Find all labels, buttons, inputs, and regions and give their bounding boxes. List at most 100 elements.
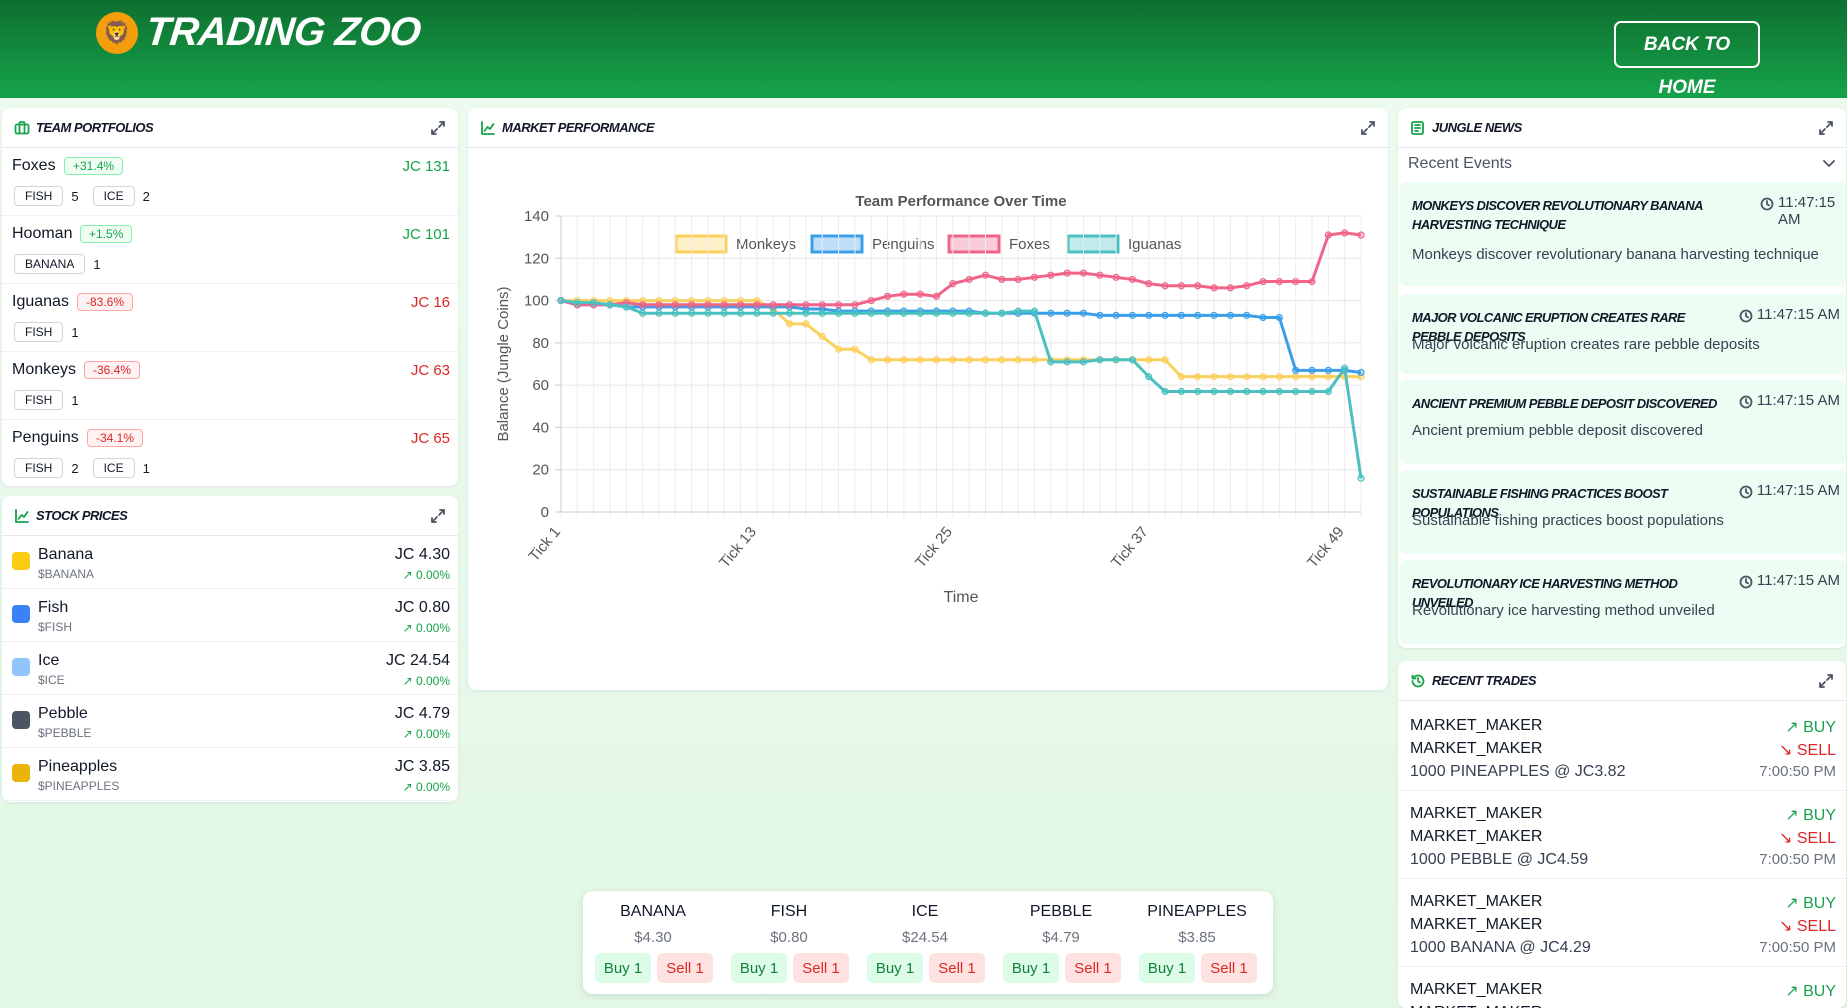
pct-change-badge: -34.1% bbox=[87, 429, 144, 447]
data-point-foxes bbox=[932, 292, 941, 300]
buy-button[interactable]: Buy 1 bbox=[1003, 953, 1059, 983]
buy-button[interactable]: Buy 1 bbox=[867, 953, 923, 983]
recent-trades-panel: RECENT TRADES MARKET_MAKER MARKET_MAKER 10… bbox=[1398, 661, 1846, 1008]
chart-line-icon bbox=[15, 509, 29, 523]
data-point-iguanas bbox=[1275, 387, 1283, 396]
back-to-home-button[interactable]: BACK TO HOME bbox=[1614, 21, 1760, 98]
team-name: Penguins bbox=[12, 429, 79, 446]
news-card[interactable]: MAJOR VOLCANIC ERUPTION CREATES RARE PEB… bbox=[1400, 294, 1846, 374]
news-filter-label: Recent Events bbox=[1408, 155, 1513, 172]
holdings-list: FISH 2 ICE 1 bbox=[14, 458, 156, 478]
data-point-monkeys bbox=[1243, 373, 1251, 381]
data-point-iguanas bbox=[932, 309, 941, 317]
ticker-symbol: FISH bbox=[770, 903, 808, 920]
data-point-foxes bbox=[688, 301, 696, 309]
expand-icon[interactable] bbox=[430, 508, 446, 524]
team-portfolios-panel: TEAM PORTFOLIOS Foxes +31.4% JC 131 FISH 5 IC… bbox=[2, 108, 458, 488]
y-tick-label: 80 bbox=[532, 335, 549, 352]
sell-button[interactable]: Sell 1 bbox=[929, 953, 985, 983]
data-point-monkeys bbox=[1145, 356, 1153, 364]
expand-icon[interactable] bbox=[430, 120, 446, 136]
buy-button[interactable]: Buy 1 bbox=[1139, 953, 1195, 983]
pct-change-badge: +1.5% bbox=[80, 225, 133, 243]
data-point-monkeys bbox=[802, 320, 810, 328]
stock-row[interactable]: Pineapples $PINEAPPLES JC 3.85 ↗ 0.00% bbox=[2, 748, 458, 801]
news-headline: ANCIENT PREMIUM PEBBLE DEPOSIT DISCOVERE… bbox=[1412, 396, 1717, 411]
sell-button[interactable]: Sell 1 bbox=[1201, 953, 1257, 983]
trade-buy-label: ↗ BUY bbox=[1785, 895, 1836, 912]
data-point-foxes bbox=[753, 301, 761, 309]
panel-header: TEAM PORTFOLIOS bbox=[2, 108, 458, 148]
holding-qty: 1 bbox=[71, 392, 79, 408]
sell-button[interactable]: Sell 1 bbox=[657, 953, 713, 983]
data-point-foxes bbox=[785, 301, 794, 309]
y-tick-label: 100 bbox=[524, 293, 549, 310]
trade-sell-label: ↘ SELL bbox=[1779, 742, 1836, 759]
data-point-foxes bbox=[720, 301, 728, 309]
banana-icon bbox=[12, 552, 30, 570]
data-point-monkeys bbox=[965, 356, 973, 364]
ticker-price: $24.54 bbox=[902, 929, 948, 946]
data-point-penguins bbox=[1226, 311, 1234, 319]
team-balance: JC 65 bbox=[410, 430, 450, 447]
expand-icon[interactable] bbox=[1818, 120, 1834, 136]
y-tick-label: 40 bbox=[532, 419, 549, 436]
data-point-foxes bbox=[1145, 280, 1153, 288]
data-point-monkeys bbox=[1210, 373, 1218, 381]
data-point-foxes bbox=[1161, 282, 1169, 290]
trade-row[interactable]: MARKET_MAKER MARKET_MAKER ↗ BUY ↘ SELL bbox=[1398, 969, 1846, 1008]
trade-buyer: MARKET_MAKER bbox=[1410, 805, 1543, 822]
news-card[interactable]: ANCIENT PREMIUM PEBBLE DEPOSIT DISCOVERE… bbox=[1400, 380, 1846, 464]
data-point-foxes bbox=[769, 301, 777, 309]
trade-seller: MARKET_MAKER bbox=[1410, 916, 1543, 933]
stock-row[interactable]: Pebble $PEBBLE JC 4.79 ↗ 0.00% bbox=[2, 695, 458, 748]
team-row[interactable]: Iguanas -83.6% JC 16 FISH 1 bbox=[2, 284, 458, 352]
data-point-iguanas bbox=[573, 299, 581, 307]
data-point-monkeys bbox=[932, 356, 941, 364]
news-card[interactable]: MONKEYS DISCOVER REVOLUTIONARY BANANA HA… bbox=[1400, 182, 1846, 286]
data-point-foxes bbox=[1275, 277, 1283, 286]
stock-row[interactable]: Fish $FISH JC 0.80 ↗ 0.00% bbox=[2, 589, 458, 642]
stock-change: ↗ 0.00% bbox=[402, 621, 450, 635]
expand-icon[interactable] bbox=[1360, 120, 1376, 136]
newspaper-icon bbox=[1411, 121, 1424, 135]
holding-qty: 1 bbox=[142, 460, 150, 476]
team-row[interactable]: Monkeys -36.4% JC 63 FISH 1 bbox=[2, 352, 458, 420]
data-point-monkeys bbox=[818, 332, 826, 341]
buy-button[interactable]: Buy 1 bbox=[595, 953, 651, 983]
news-headline: MAJOR VOLCANIC ERUPTION CREATES RARE PEB… bbox=[1412, 310, 1685, 344]
expand-icon[interactable] bbox=[1818, 673, 1834, 689]
app-title: TRADING ZOO bbox=[143, 10, 423, 54]
pineapple-icon bbox=[12, 764, 30, 782]
data-point-iguanas bbox=[802, 309, 810, 317]
clock-icon bbox=[1739, 309, 1753, 323]
team-row[interactable]: Penguins -34.1% JC 65 FISH 2 ICE 1 bbox=[2, 420, 458, 488]
data-point-foxes bbox=[1308, 277, 1316, 286]
news-card[interactable]: REVOLUTIONARY ICE HARVESTING METHOD UNVE… bbox=[1400, 560, 1846, 644]
news-card[interactable]: SUSTAINABLE FISHING PRACTICES BOOST POPU… bbox=[1400, 470, 1846, 554]
team-row[interactable]: Hooman +1.5% JC 101 BANANA 1 bbox=[2, 216, 458, 284]
buy-button[interactable]: Buy 1 bbox=[731, 953, 787, 983]
ticker-item: ICE $24.54 Buy 1 Sell 1 bbox=[857, 891, 993, 994]
sell-button[interactable]: Sell 1 bbox=[1065, 953, 1121, 983]
data-point-foxes bbox=[1030, 273, 1039, 281]
holdings-list: FISH 1 bbox=[14, 390, 85, 410]
stock-name: Fish bbox=[38, 599, 69, 616]
data-point-foxes bbox=[1357, 231, 1365, 239]
data-point-foxes bbox=[818, 301, 826, 309]
news-filter-select[interactable]: Recent Events bbox=[1398, 148, 1846, 178]
stock-row[interactable]: Banana $BANANA JC 4.30 ↗ 0.00% bbox=[2, 536, 458, 589]
data-point-foxes bbox=[916, 290, 924, 298]
data-point-iguanas bbox=[1194, 387, 1202, 396]
sell-button[interactable]: Sell 1 bbox=[793, 953, 849, 983]
trade-row[interactable]: MARKET_MAKER MARKET_MAKER 1000 PEBBLE @ JC… bbox=[1398, 793, 1846, 879]
news-time-text: 11:47:15 AM bbox=[1756, 482, 1840, 499]
trade-row[interactable]: MARKET_MAKER MARKET_MAKER 1000 PINEAPPLES … bbox=[1398, 705, 1846, 791]
trade-row[interactable]: MARKET_MAKER MARKET_MAKER 1000 BANANA @ JC… bbox=[1398, 881, 1846, 967]
data-point-iguanas bbox=[785, 309, 794, 317]
news-headline: SUSTAINABLE FISHING PRACTICES BOOST POPU… bbox=[1412, 486, 1668, 520]
stock-row[interactable]: Ice $ICE JC 24.54 ↗ 0.00% bbox=[2, 642, 458, 695]
data-point-iguanas bbox=[622, 303, 630, 311]
team-row[interactable]: Foxes +31.4% JC 131 FISH 5 ICE 2 bbox=[2, 148, 458, 216]
y-tick-label: 60 bbox=[532, 377, 549, 394]
